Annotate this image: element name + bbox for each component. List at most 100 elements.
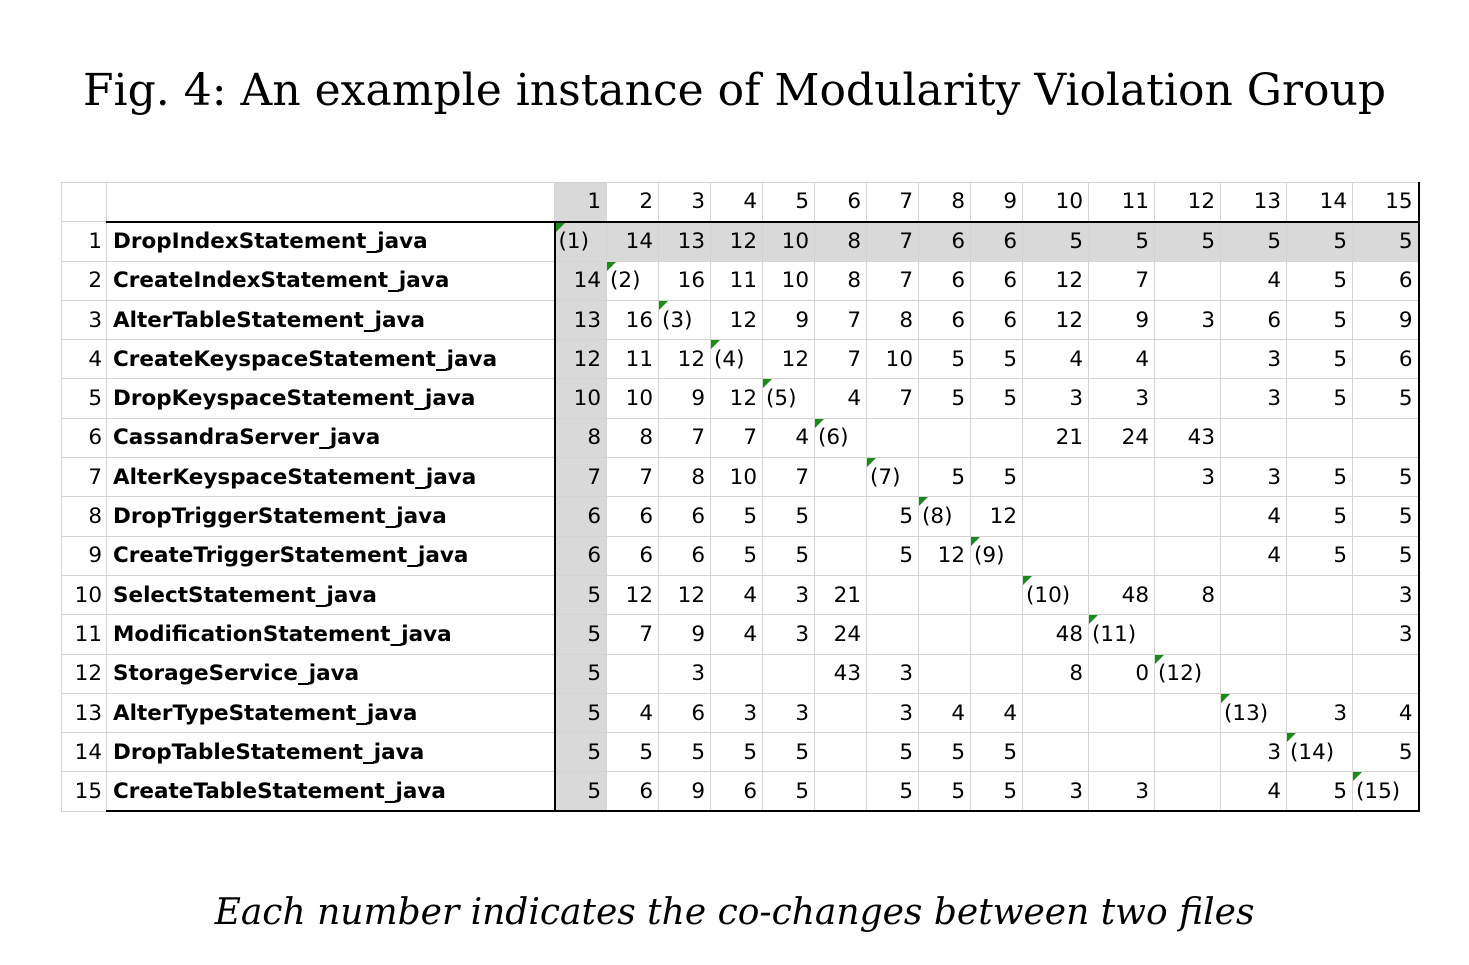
header-corner [61,181,107,223]
cochange-cell [1088,732,1155,773]
column-header: 7 [866,181,919,223]
diagonal-cell: (2) [606,260,659,301]
cochange-cell: 3 [1352,614,1420,655]
row-number: 1 [61,221,107,262]
figure-title: Fig. 4: An example instance of Modularit… [83,65,1386,116]
cochange-cell: 6 [606,771,659,813]
cochange-cell [1154,339,1221,380]
cochange-cell: 3 [710,692,763,734]
cochange-cell: 14 [554,260,607,301]
cochange-cell [970,653,1023,694]
row-number: 11 [61,614,107,655]
cochange-cell: 6 [1220,299,1287,341]
cochange-cell: 5 [1352,378,1420,419]
cochange-cell: 6 [710,771,763,813]
column-header: 4 [710,181,763,223]
table-row: 13 AlterTypeStatement_java 5 4 6 3 3 3 4 4 (13) 3 4 [61,692,1420,734]
diagonal-marker-icon [1353,772,1362,782]
cochange-cell: 5 [1286,496,1353,537]
diagonal-value: (9) [974,543,1005,569]
diagonal-cell: (12) [1154,653,1221,694]
column-header: 1 [554,181,607,223]
cochange-cell [710,653,763,694]
cochange-cell: 6 [606,496,659,537]
cochange-cell: 5 [1286,299,1353,341]
cochange-cell [866,417,919,459]
cochange-cell: 5 [1286,771,1353,813]
file-name: StorageService_java [106,653,556,694]
diagonal-cell: (4) [710,339,763,380]
cochange-cell: 4 [606,692,659,734]
column-header: 13 [1220,181,1287,223]
cochange-cell: 7 [606,457,659,498]
cochange-cell: 6 [970,220,1023,262]
cochange-cell: 10 [710,457,763,498]
cochange-cell: 5 [658,732,711,773]
cochange-cell: 5 [1286,260,1353,301]
diagonal-cell: (3) [658,299,711,341]
table-row: 11 ModificationStatement_java 5 7 9 4 3 24 48 (11… [61,614,1420,655]
cochange-cell: 12 [606,574,659,616]
row-number: 15 [61,771,107,812]
header-file-column [106,181,555,223]
cochange-cell: 3 [658,653,711,694]
cochange-cell [1154,732,1221,773]
cochange-cell: 5 [970,457,1023,498]
cochange-cell [1154,496,1221,537]
cochange-cell [1022,535,1089,576]
cochange-cell [606,653,659,694]
table-row: 1 DropIndexStatement_java (1) 14 13 12 10 8 7 6 6 5… [61,220,1420,262]
cochange-cell [814,692,867,734]
row-number: 14 [61,732,107,773]
cochange-cell: 8 [814,260,867,301]
cochange-cell: 3 [866,653,919,694]
cochange-cell: 43 [814,653,867,694]
cochange-cell [814,732,867,773]
cochange-cell: 5 [762,771,815,813]
column-header: 2 [606,181,659,223]
diagonal-cell: (7) [866,457,919,498]
diagonal-value: (1) [558,229,589,255]
cochange-cell [814,457,867,498]
diagonal-value: (12) [1158,661,1203,687]
cochange-cell: 4 [1220,260,1287,301]
diagonal-marker-icon [1155,655,1164,664]
cochange-cell: 21 [1022,417,1089,459]
diagonal-marker-icon [711,340,720,350]
cochange-cell [1286,614,1353,655]
diagonal-value: (8) [922,504,953,530]
row-number: 9 [61,535,107,576]
column-header: 5 [762,181,815,223]
diagonal-marker-icon [971,537,980,546]
column-header: 12 [1154,181,1221,223]
cochange-cell: 12 [658,339,711,380]
cochange-cell: 12 [710,299,763,341]
diagonal-value: (5) [766,386,797,412]
cochange-cell [970,574,1023,616]
cochange-cell [1022,732,1089,773]
cochange-cell: 3 [762,574,815,616]
cochange-cell: 5 [1286,457,1353,498]
cochange-cell: 12 [554,339,607,380]
diagonal-cell: (8) [918,496,971,537]
cochange-cell [1154,378,1221,419]
column-header: 9 [970,181,1023,223]
diagonal-value: (4) [714,346,745,372]
row-number: 5 [61,378,107,419]
cochange-cell: 11 [606,339,659,380]
row-number: 13 [61,692,107,734]
cochange-cell: 13 [658,220,711,262]
cochange-cell: 6 [606,535,659,576]
cochange-cell: 24 [814,614,867,655]
table-row: 3 AlterTableStatement_java 13 16 (3) 12 9 7 8 6 6 1… [61,299,1420,341]
diagonal-marker-icon [1221,694,1230,703]
cochange-cell [1088,535,1155,576]
cochange-cell: 5 [918,378,971,419]
cochange-cell: 5 [1352,732,1420,773]
cochange-cell: 3 [1154,457,1221,498]
cochange-cell: 5 [710,496,763,537]
cochange-cell: 7 [1088,260,1155,301]
cochange-cell: 12 [762,339,815,380]
file-name: ModificationStatement_java [106,614,556,655]
cochange-cell: 12 [1022,260,1089,301]
